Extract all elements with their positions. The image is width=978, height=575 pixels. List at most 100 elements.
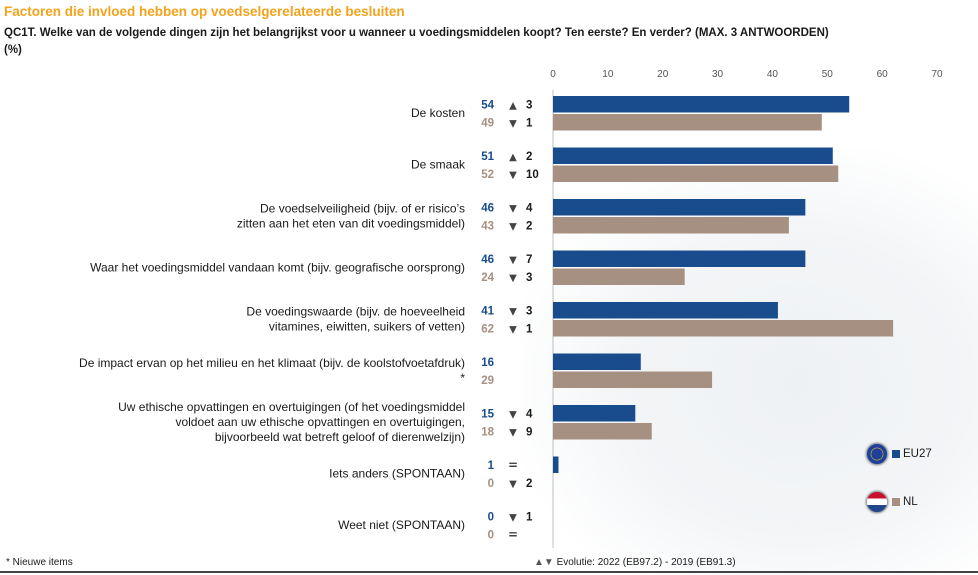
eu-value-label: 54 [481, 99, 494, 111]
category-label-line: Uw ethische opvattingen en overtuigingen… [118, 400, 465, 414]
nl-bar [553, 217, 789, 234]
nl-value-label: 43 [481, 220, 494, 232]
category-label-line: De kosten [411, 106, 465, 120]
eu-trend-up-icon: ▲ [509, 152, 517, 163]
nl-change-label: 1 [526, 117, 533, 129]
x-tick-label: 30 [712, 69, 724, 80]
nl-bar [553, 165, 839, 182]
nl-change-label: 1 [526, 323, 533, 335]
x-tick-label: 50 [822, 69, 834, 80]
evolution-legend: ▲▼ Evolutie: 2022 (EB97.2) - 2019 (EB91.… [534, 557, 736, 568]
category-label: De voedingswaarde (bijv. de hoeveelheid v… [246, 305, 465, 334]
nl-flag-icon [866, 491, 888, 513]
legend-item-eu27: EU27 [866, 443, 932, 465]
question-text: QC1T. Welke van de volgende dingen zijn … [4, 27, 829, 39]
category-label-line: bijvoorbeeld wat betreft geloof of diere… [215, 430, 465, 444]
bottom-divider [0, 571, 978, 573]
eu-change-label: 7 [526, 254, 532, 266]
nl-trend-equal-icon: = [508, 527, 518, 541]
category-label-line: * [460, 371, 465, 385]
nl-trend-down-icon: ▼ [509, 118, 517, 129]
eu-bar [553, 147, 833, 164]
category-label-line: Waar het voedingsmiddel vandaan komt (bi… [90, 261, 465, 275]
nl-bar [553, 423, 652, 440]
evolution-arrows-icon: ▲▼ [534, 557, 554, 568]
eu-flag-icon [866, 443, 888, 465]
eu-bar [553, 353, 641, 370]
category-label: De smaak [411, 158, 466, 172]
category-label-line: Iets anders (SPONTAAN) [329, 467, 465, 481]
footnote: * Nieuwe items [6, 557, 73, 568]
legend-label-eu27: EU27 [903, 448, 932, 460]
nl-change-label: 3 [526, 272, 532, 284]
category-label: De kosten [411, 106, 465, 120]
nl-trend-down-icon: ▼ [509, 170, 517, 181]
x-tick-label: 10 [602, 69, 614, 80]
nl-trend-down-icon: ▼ [509, 479, 517, 490]
nl-value-label: 18 [481, 426, 494, 438]
eu-trend-up-icon: ▲ [509, 100, 517, 111]
eu-change-label: 4 [526, 202, 533, 214]
eu-value-label: 1 [488, 460, 495, 472]
category-label-line: zitten aan het eten van dit voedingsmidd… [237, 217, 465, 231]
chart-title: Factoren die invloed hebben op voedselge… [4, 4, 405, 19]
legend-swatch-eu27 [892, 450, 900, 458]
eu-trend-equal-icon: = [508, 458, 518, 472]
eu-value-label: 0 [488, 511, 494, 523]
nl-trend-down-icon: ▼ [509, 273, 517, 284]
evolution-label: Evolutie: 2022 (EB97.2) - 2019 (EB91.3) [556, 557, 736, 568]
eu-value-label: 16 [481, 357, 494, 369]
eu-bar [553, 456, 559, 473]
eu-value-label: 46 [481, 254, 494, 266]
x-tick-label: 20 [657, 69, 669, 80]
eu-bar [553, 199, 806, 216]
category-label: De voedselveiligheid (bijv. of er risico… [237, 202, 465, 231]
eu-trend-down-icon: ▼ [509, 255, 517, 266]
nl-change-label: 2 [526, 220, 532, 232]
category-label: Weet niet (SPONTAAN) [338, 518, 465, 532]
nl-value-label: 0 [488, 478, 494, 490]
eu-trend-down-icon: ▼ [509, 203, 517, 214]
eu-trend-down-icon: ▼ [509, 306, 517, 317]
eu-change-label: 4 [526, 408, 533, 420]
legend-label-nl: NL [903, 496, 918, 508]
x-tick-label: 0 [550, 69, 556, 80]
category-label-line: De impact ervan op het milieu en het kli… [79, 356, 465, 370]
category-label: Waar het voedingsmiddel vandaan komt (bi… [90, 261, 465, 275]
category-label: De impact ervan op het milieu en het kli… [79, 356, 465, 385]
category-label-line: vitamines, eiwitten, suikers of vetten) [269, 320, 465, 334]
nl-change-label: 10 [526, 169, 539, 181]
eu-value-label: 51 [481, 151, 494, 163]
x-tick-label: 40 [767, 69, 779, 80]
nl-trend-down-icon: ▼ [509, 324, 517, 335]
category-label-line: Weet niet (SPONTAAN) [338, 518, 465, 532]
nl-change-label: 2 [526, 478, 532, 490]
nl-change-label: 9 [526, 426, 532, 438]
nl-value-label: 0 [488, 529, 494, 541]
x-tick-label: 70 [931, 69, 943, 80]
eu-trend-down-icon: ▼ [509, 512, 517, 523]
legend-swatch-nl [892, 498, 900, 506]
category-label-line: De smaak [411, 158, 466, 172]
legend-item-nl: NL [866, 491, 918, 513]
category-label-line: voldoet aan uw ethische opvattingen en o… [175, 415, 465, 429]
eu-bar [553, 96, 850, 113]
eu-bar [553, 250, 806, 267]
eu-trend-down-icon: ▼ [509, 409, 517, 420]
nl-value-label: 24 [481, 272, 494, 284]
nl-trend-down-icon: ▼ [509, 221, 517, 232]
eu-value-label: 46 [481, 202, 494, 214]
nl-value-label: 62 [481, 323, 494, 335]
category-label: Iets anders (SPONTAAN) [329, 467, 465, 481]
category-label-line: De voedingswaarde (bijv. de hoeveelheid [246, 305, 465, 319]
unit-label: (%) [4, 44, 22, 56]
nl-bar [553, 268, 685, 285]
category-label: Uw ethische opvattingen en overtuigingen… [118, 400, 465, 444]
eu-bar [553, 405, 636, 422]
nl-bar [553, 320, 894, 337]
x-tick-label: 60 [877, 69, 889, 80]
nl-value-label: 49 [481, 117, 494, 129]
eu-value-label: 41 [481, 305, 494, 317]
category-label-line: De voedselveiligheid (bijv. of er risico… [260, 202, 465, 216]
eu-value-label: 15 [481, 408, 494, 420]
